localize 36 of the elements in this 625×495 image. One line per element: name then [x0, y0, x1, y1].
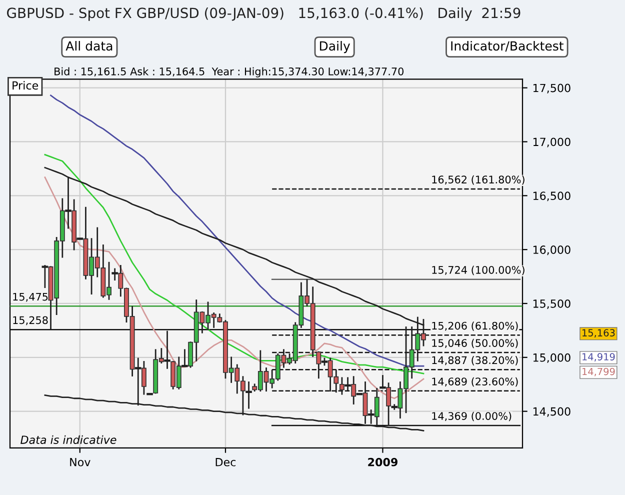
ref-line-label: 15,046 (50.00%)	[432, 338, 518, 348]
x-tick-label: Nov	[70, 458, 90, 466]
ref-line-label: 14,887 (38.20%)	[432, 356, 518, 366]
y-tick-label: 14,500	[533, 407, 570, 417]
x-tick-label: Dec	[216, 458, 236, 466]
candlestick	[112, 268, 118, 280]
y-tick-label: 15,000	[533, 353, 570, 363]
text: 14,919	[582, 353, 615, 362]
candlestick	[246, 382, 252, 409]
ref-line-label: 15,724 (100.00%)	[432, 266, 524, 276]
candlestick	[65, 176, 72, 229]
y-tick-label: 16,500	[533, 192, 570, 202]
text: Daily	[320, 40, 350, 54]
text: All data	[66, 40, 112, 51]
ref-line-label: 15,206 (61.80%)	[432, 322, 518, 331]
text: Price	[12, 81, 38, 90]
text: Indicator/Backtest	[451, 40, 564, 52]
annotation: Data is indicative	[20, 435, 116, 444]
candlestick	[182, 349, 188, 368]
candlestick	[344, 377, 351, 390]
ref-line-label: 14,689 (23.60%)	[432, 377, 518, 387]
chart-subtitle: Bid : 15,161.5 Ask : 15,164.5 Year : High:15,374.30 Low:14,377.70	[54, 67, 404, 78]
x-tick-label: 2009	[368, 458, 398, 466]
text: 14,799	[582, 368, 615, 376]
y-tick-label: 15,500	[533, 299, 570, 309]
ref-line-label: 14,369 (0.00%)	[432, 412, 512, 422]
chart-title: GBPUSD - Spot FX GBP/USD (09-JAN-09) 15,163.0 (-0.41%) Daily 21:59	[7, 7, 520, 21]
ref-line-label: 15,258	[13, 316, 48, 326]
ref-line-label: 15,475	[13, 292, 48, 302]
candlestick	[164, 330, 170, 369]
y-tick-label: 17,000	[533, 138, 570, 148]
ref-line-label: 16,562 (161.80%)	[432, 175, 524, 185]
y-tick-label: 17,500	[533, 84, 570, 94]
text: 15,163	[582, 329, 615, 338]
y-tick-label: 16,000	[533, 246, 570, 256]
candlestick	[380, 375, 386, 389]
